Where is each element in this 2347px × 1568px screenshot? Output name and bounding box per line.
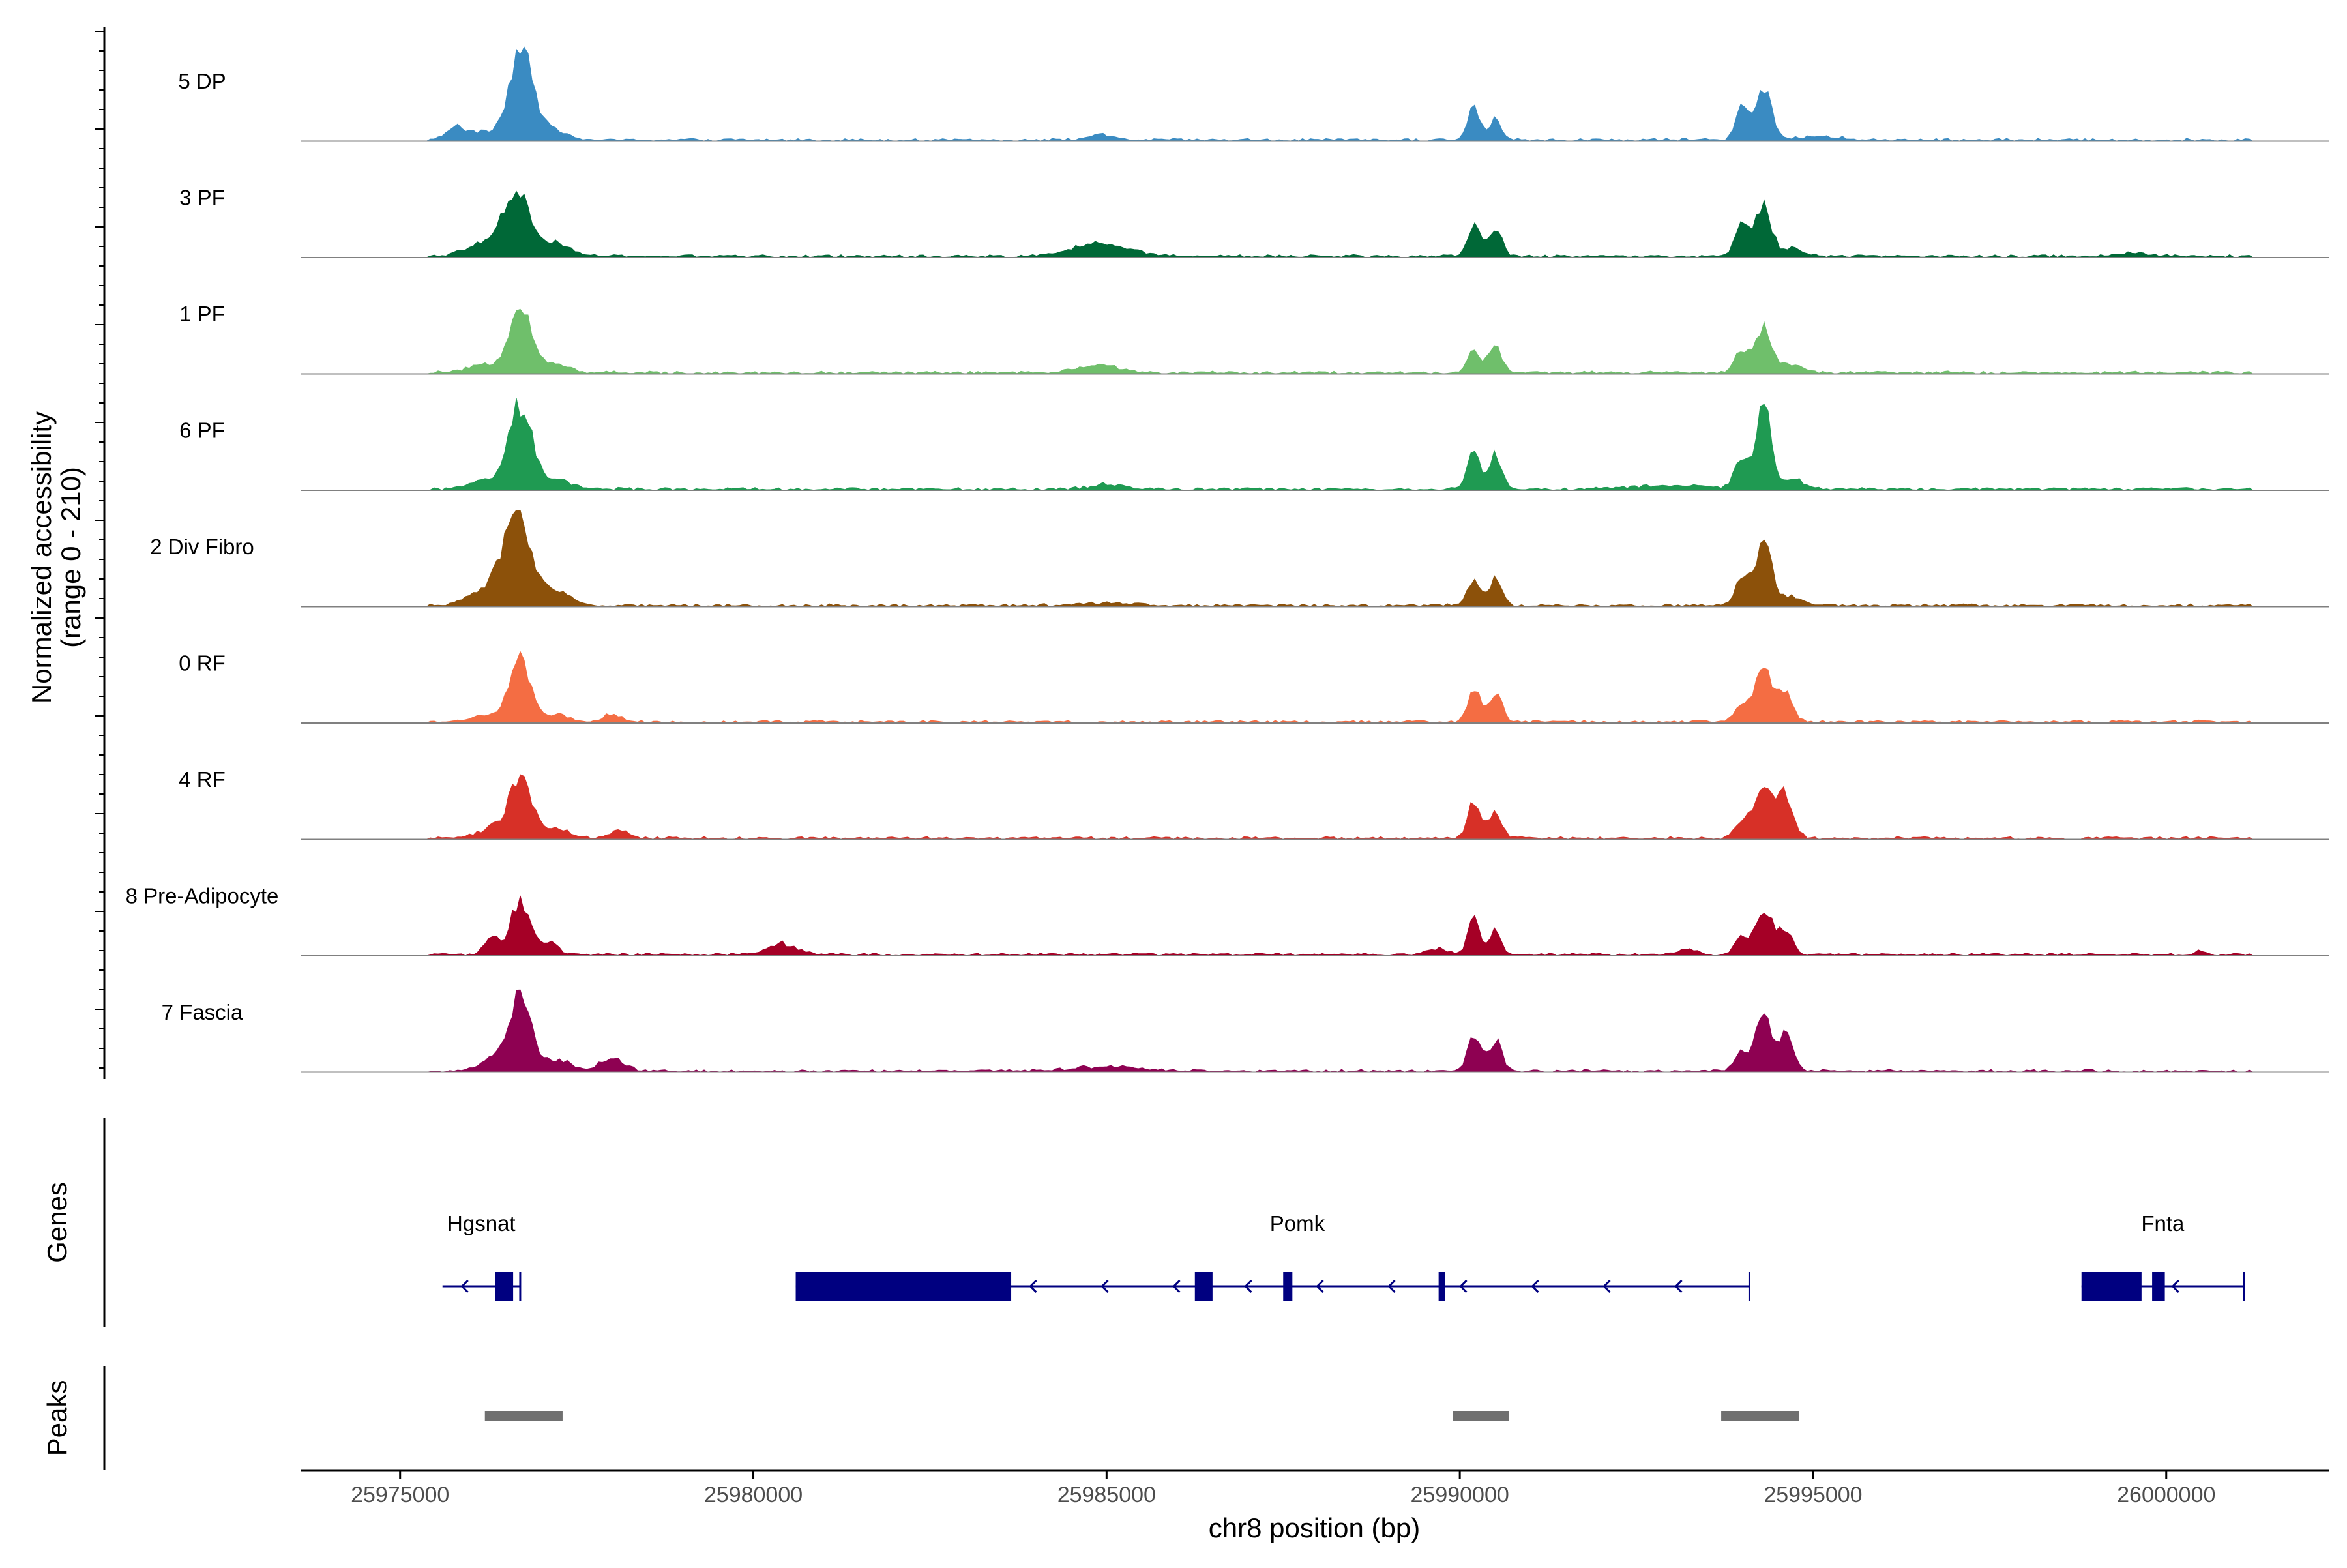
track-3: 1 PF — [179, 302, 2329, 375]
track-1: 5 DP — [178, 46, 2329, 142]
gene-exon — [1438, 1272, 1445, 1301]
track-2: 3 PF — [179, 186, 2329, 258]
strand-arrow — [1244, 1279, 1252, 1294]
track-label-4: 6 PF — [179, 419, 225, 443]
track-9: 7 Fascia — [162, 989, 2329, 1073]
track-label-7: 4 RF — [179, 767, 226, 791]
peak-regions — [484, 1411, 1799, 1421]
genes-panel-title: Genes — [42, 1182, 72, 1263]
x-tick-label: 25985000 — [1057, 1483, 1156, 1507]
track-label-9: 7 Fascia — [162, 1000, 243, 1024]
gene-pomk: Pomk — [795, 1211, 1750, 1301]
track-label-2: 3 PF — [179, 186, 225, 210]
track-area-5 — [301, 510, 2329, 608]
track-area-1 — [301, 46, 2329, 142]
strand-arrow — [1316, 1279, 1324, 1294]
track-6: 0 RF — [179, 651, 2329, 724]
coverage-y-axis-ticks — [95, 31, 104, 1069]
coverage-tracks: 5 DP 3 PF 1 PF 6 PF 2 Div Fibro 0 RF 4 RF 8 Pre… — [126, 46, 2329, 1073]
track-area-3 — [301, 308, 2329, 375]
track-label-6: 0 RF — [179, 651, 226, 675]
peak-region-bar — [484, 1411, 563, 1421]
gene-exon — [1283, 1272, 1293, 1301]
strand-arrow — [2171, 1279, 2179, 1294]
strand-arrow — [1100, 1279, 1109, 1294]
strand-arrow — [1029, 1279, 1037, 1294]
gene-exon — [1194, 1272, 1213, 1301]
track-8: 8 Pre-Adipocyte — [126, 884, 2329, 956]
track-area-2 — [301, 190, 2329, 258]
track-5: 2 Div Fibro — [150, 510, 2329, 608]
gene-fnta: Fnta — [2081, 1211, 2245, 1301]
track-area-7 — [301, 774, 2329, 840]
gene-hgsnat: Hgsnat — [442, 1211, 522, 1301]
track-label-1: 5 DP — [178, 69, 226, 93]
track-4: 6 PF — [179, 398, 2329, 491]
x-axis-ticks: 25975000 25980000 25985000 25990000 25995000… — [351, 1470, 2215, 1507]
gene-exon — [2152, 1272, 2165, 1301]
y-axis-title-line1: Normalized accessibility — [26, 411, 57, 703]
strand-arrow — [460, 1279, 469, 1294]
track-area-4 — [301, 398, 2329, 491]
strand-arrow — [1674, 1279, 1683, 1294]
x-tick-label: 25975000 — [351, 1483, 449, 1507]
strand-arrow — [1172, 1279, 1181, 1294]
peak-region-bar — [1721, 1411, 1799, 1421]
strand-arrow — [1531, 1279, 1539, 1294]
track-area-8 — [301, 895, 2329, 956]
gene-label: Hgsnat — [447, 1211, 516, 1235]
x-axis-title: chr8 position (bp) — [1209, 1513, 1421, 1543]
gene-exon — [2081, 1272, 2142, 1301]
peak-region-bar — [1453, 1411, 1509, 1421]
strand-arrow — [1459, 1279, 1468, 1294]
track-area-6 — [301, 651, 2329, 724]
peaks-panel-title: Peaks — [42, 1380, 72, 1457]
y-axis-title-line2: (range 0 - 210) — [55, 467, 86, 648]
track-7: 4 RF — [179, 767, 2329, 840]
gene-exon — [795, 1272, 1012, 1301]
track-label-3: 1 PF — [179, 302, 225, 326]
gene-annotations: Hgsnat Pomk Fnta — [442, 1211, 2245, 1301]
gene-label: Pomk — [1270, 1211, 1325, 1235]
strand-arrow — [1602, 1279, 1611, 1294]
track-label-5: 2 Div Fibro — [150, 535, 254, 559]
track-label-8: 8 Pre-Adipocyte — [126, 884, 279, 908]
gene-label: Fnta — [2141, 1211, 2185, 1235]
x-tick-label: 25995000 — [1764, 1483, 1862, 1507]
track-area-9 — [301, 989, 2329, 1073]
x-tick-label: 25980000 — [704, 1483, 803, 1507]
x-tick-label: 26000000 — [2117, 1483, 2215, 1507]
strand-arrow — [1387, 1279, 1396, 1294]
x-tick-label: 25990000 — [1411, 1483, 1509, 1507]
gene-exon — [495, 1272, 514, 1301]
